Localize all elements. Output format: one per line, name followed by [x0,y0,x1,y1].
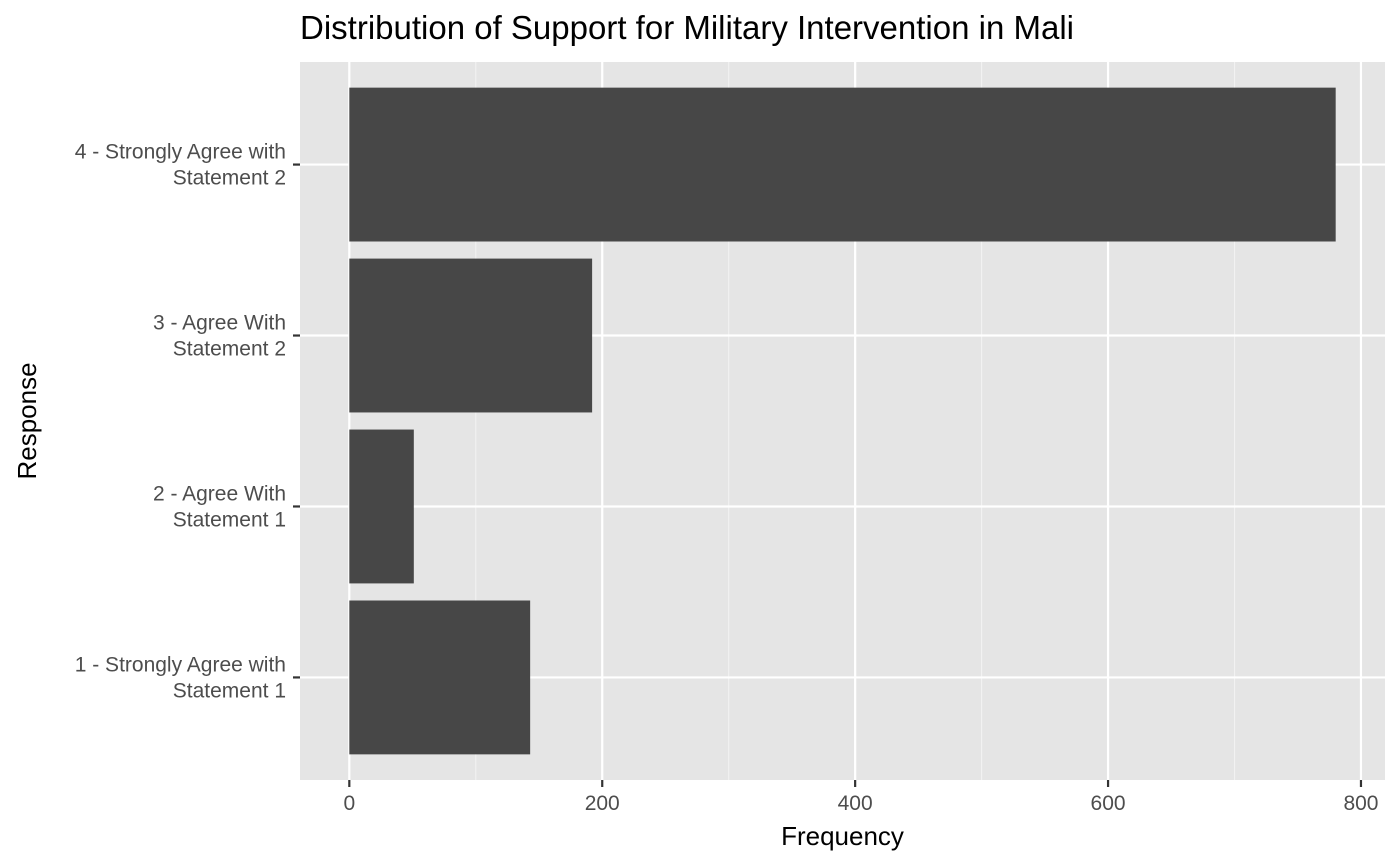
x-tick-label: 0 [343,792,355,815]
y-tick-label-line: 2 - Agree With [153,482,286,505]
x-axis: 0 200 400 600 800 [343,780,1378,815]
y-tick-label-line: 3 - Agree With [153,312,286,335]
y-axis-title: Response [12,362,42,479]
x-tick-label: 200 [585,792,620,815]
y-tick-label: 2 - Agree With Statement 1 [153,482,286,531]
y-tick-label-line: Statement 2 [173,338,286,361]
y-tick-label: 4 - Strongly Agree with Statement 2 [75,141,286,190]
x-axis-title: Frequency [781,821,904,851]
y-tick-label-line: 1 - Strongly Agree with [75,653,286,676]
bar [349,429,414,584]
bar [349,87,1336,242]
y-tick-label-line: Statement 1 [173,679,286,702]
chart-title: Distribution of Support for Military Int… [300,9,1074,46]
x-tick-label: 800 [1343,792,1378,815]
y-tick-label: 3 - Agree With Statement 2 [153,312,286,361]
bar [349,600,531,755]
y-tick-label: 1 - Strongly Agree with Statement 1 [75,653,286,702]
y-axis: 1 - Strongly Agree with Statement 12 - Ag… [75,141,300,702]
x-tick-label: 600 [1091,792,1126,815]
x-tick-label: 400 [838,792,873,815]
y-tick-label-line: Statement 2 [173,167,286,190]
bar [349,258,593,413]
y-tick-label-line: Statement 1 [173,508,286,531]
y-tick-label-line: 4 - Strongly Agree with [75,141,286,164]
bars [349,87,1336,755]
